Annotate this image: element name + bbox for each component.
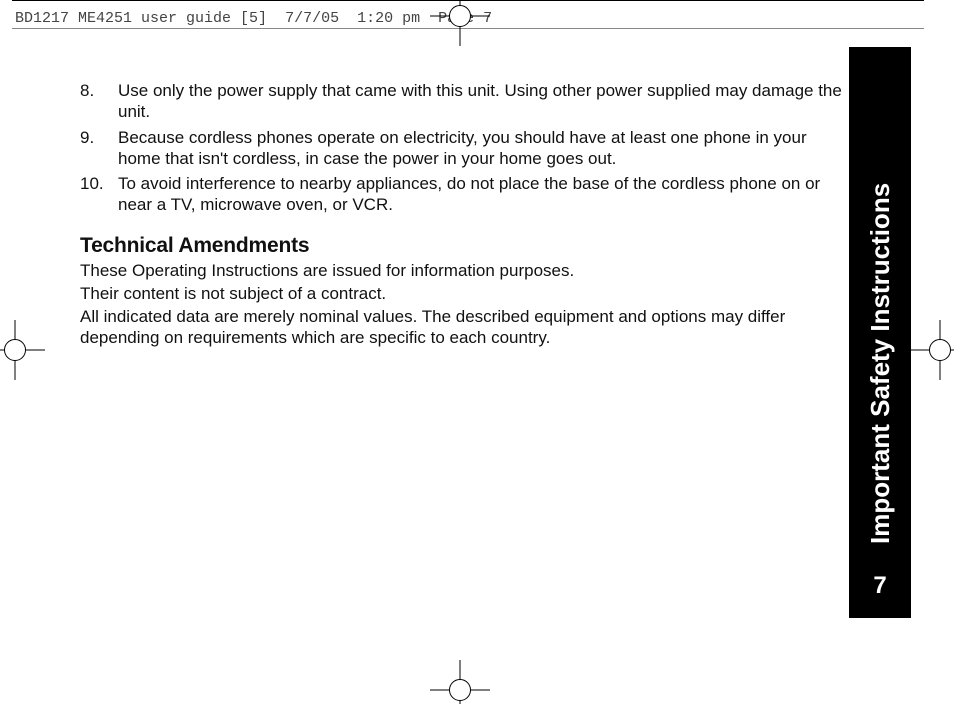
page-root: BD1217 ME4251 user guide [5] 7/7/05 1:20… [0,0,954,704]
registration-mark-icon [910,320,954,380]
body-para: Their content is not subject of a contra… [80,283,845,304]
body-para: All indicated data are merely nominal va… [80,306,845,349]
list-item: Use only the power supply that came with… [80,80,845,123]
registration-mark-icon [0,320,45,380]
side-tab: Important Safety Instructions 7 [849,47,911,618]
content-area: Use only the power supply that came with… [80,80,845,351]
print-time: 1:20 pm [357,10,420,27]
body-para: These Operating Instructions are issued … [80,260,845,281]
registration-mark-icon [430,0,490,46]
list-item: Because cordless phones operate on elect… [80,127,845,170]
tab-page-number: 7 [873,572,886,600]
print-doc-id: BD1217 ME4251 user guide [5] [15,10,267,27]
list-item: To avoid interference to nearby applianc… [80,173,845,216]
print-date: 7/7/05 [285,10,339,27]
safety-list: Use only the power supply that came with… [80,80,845,216]
section-heading: Technical Amendments [80,234,845,258]
print-header: BD1217 ME4251 user guide [5] 7/7/05 1:20… [15,10,492,27]
registration-mark-icon [430,660,490,704]
tab-title: Important Safety Instructions [865,47,896,562]
